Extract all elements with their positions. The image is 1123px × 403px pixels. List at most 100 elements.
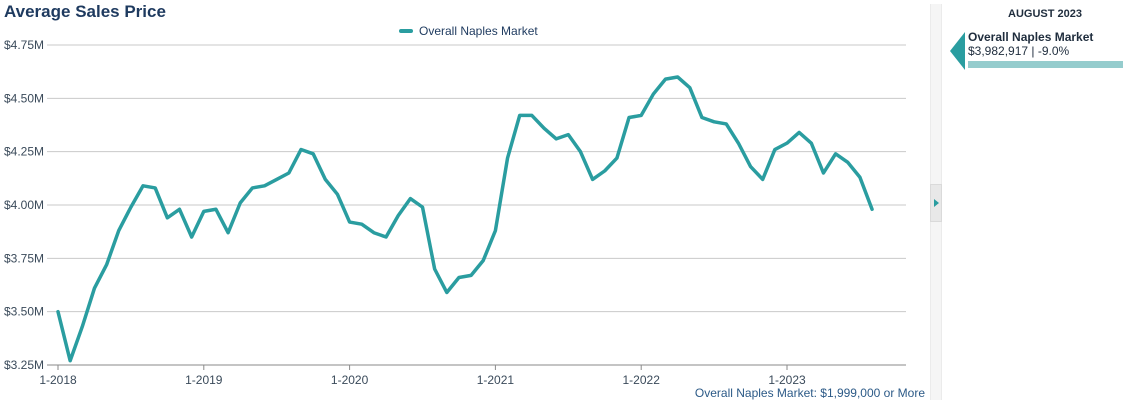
footnote: Overall Naples Market: $1,999,000 or Mor… xyxy=(694,386,925,400)
detail-panel: AUGUST 2023 Overall Naples Market $3,982… xyxy=(948,0,1123,403)
data-point[interactable] xyxy=(818,168,828,178)
x-tick-label: 1-2020 xyxy=(331,373,369,387)
y-tick-label: $3.25M xyxy=(4,358,44,372)
line-chart: $4.75M $4.50M $4.25M $4.00M $3.75M $3.50M $3.2… xyxy=(4,38,906,387)
y-tick-label: $4.50M xyxy=(4,91,44,105)
data-point[interactable] xyxy=(393,211,403,221)
data-point[interactable] xyxy=(284,168,294,178)
data-point[interactable] xyxy=(138,181,148,191)
legend[interactable]: Overall Naples Market xyxy=(399,24,538,38)
data-point[interactable] xyxy=(503,153,513,163)
data-point[interactable] xyxy=(648,89,658,99)
panel-toggle-handle[interactable] xyxy=(930,184,942,222)
grid-lines xyxy=(47,44,906,366)
detail-pointer-icon xyxy=(950,32,965,70)
data-point[interactable] xyxy=(794,127,804,137)
data-point[interactable] xyxy=(806,138,816,148)
data-point[interactable] xyxy=(430,264,440,274)
x-tick-label: 1-2019 xyxy=(185,373,223,387)
data-point[interactable] xyxy=(308,149,318,159)
data-point[interactable] xyxy=(478,255,488,265)
data-point[interactable] xyxy=(539,123,549,133)
y-axis-ticks: $4.75M $4.50M $4.25M $4.00M $3.75M $3.50M $3.2… xyxy=(4,38,44,372)
data-point[interactable] xyxy=(296,145,306,155)
data-point[interactable] xyxy=(490,226,500,236)
data-point[interactable] xyxy=(673,72,683,82)
data-point[interactable] xyxy=(272,174,282,184)
data-point[interactable] xyxy=(235,198,245,208)
data-point[interactable] xyxy=(831,149,841,159)
x-tick-label: 1-2018 xyxy=(39,373,77,387)
x-axis-ticks: 1-2018 1-2019 1-2020 1-2021 1-2022 1-2023 xyxy=(39,365,806,387)
data-point[interactable] xyxy=(175,204,185,214)
data-point[interactable] xyxy=(867,204,877,214)
data-point[interactable] xyxy=(733,138,743,148)
chart-title: Average Sales Price xyxy=(4,2,166,21)
data-point[interactable] xyxy=(600,166,610,176)
data-point[interactable] xyxy=(855,172,865,182)
data-point[interactable] xyxy=(843,157,853,167)
legend-label-overall-naples: Overall Naples Market xyxy=(419,24,538,38)
data-point[interactable] xyxy=(405,194,415,204)
x-tick-label: 1-2023 xyxy=(768,373,806,387)
data-point[interactable] xyxy=(150,183,160,193)
data-point[interactable] xyxy=(612,153,622,163)
data-point[interactable] xyxy=(697,113,707,123)
data-point[interactable] xyxy=(187,232,197,242)
data-point[interactable] xyxy=(709,117,719,127)
data-point[interactable] xyxy=(89,283,99,293)
data-point[interactable] xyxy=(65,356,75,366)
data-point[interactable] xyxy=(77,322,87,332)
data-point[interactable] xyxy=(332,189,342,199)
data-point[interactable] xyxy=(199,206,209,216)
y-tick-label: $4.25M xyxy=(4,145,44,159)
data-point[interactable] xyxy=(661,74,671,84)
data-point[interactable] xyxy=(758,174,768,184)
data-point[interactable] xyxy=(223,228,233,238)
data-point[interactable] xyxy=(782,138,792,148)
detail-series-name: Overall Naples Market xyxy=(968,30,1094,44)
detail-value: $3,982,917 | -9.0% xyxy=(968,44,1070,58)
data-point[interactable] xyxy=(527,110,537,120)
data-point[interactable] xyxy=(369,228,379,238)
data-point[interactable] xyxy=(418,202,428,212)
series-line-overall-naples-market[interactable] xyxy=(56,75,874,363)
data-point[interactable] xyxy=(588,174,598,184)
y-tick-label: $3.50M xyxy=(4,305,44,319)
data-point[interactable] xyxy=(247,183,257,193)
data-point[interactable] xyxy=(636,110,646,120)
data-point[interactable] xyxy=(721,119,731,129)
data-point[interactable] xyxy=(746,162,756,172)
data-point[interactable] xyxy=(575,147,585,157)
data-point[interactable] xyxy=(685,83,695,93)
x-tick-label: 1-2022 xyxy=(623,373,661,387)
data-point[interactable] xyxy=(211,204,221,214)
y-tick-label: $3.75M xyxy=(4,251,44,265)
data-point[interactable] xyxy=(551,134,561,144)
detail-bar xyxy=(968,61,1123,68)
data-point[interactable] xyxy=(624,113,634,123)
data-point[interactable] xyxy=(260,181,270,191)
data-point[interactable] xyxy=(442,287,452,297)
chevron-right-icon xyxy=(933,199,939,207)
data-point[interactable] xyxy=(114,226,124,236)
data-point[interactable] xyxy=(102,260,112,270)
data-point[interactable] xyxy=(466,270,476,280)
data-point[interactable] xyxy=(126,202,136,212)
data-point[interactable] xyxy=(381,232,391,242)
series-layer xyxy=(53,72,877,366)
data-point[interactable] xyxy=(320,174,330,184)
data-point[interactable] xyxy=(454,273,464,283)
y-tick-label: $4.00M xyxy=(4,198,44,212)
data-point[interactable] xyxy=(357,219,367,229)
data-point[interactable] xyxy=(770,145,780,155)
data-point[interactable] xyxy=(515,110,525,120)
data-point[interactable] xyxy=(162,213,172,223)
y-tick-label: $4.75M xyxy=(4,38,44,52)
data-point[interactable] xyxy=(563,130,573,140)
legend-swatch-overall-naples xyxy=(399,29,413,33)
data-point[interactable] xyxy=(345,217,355,227)
data-point[interactable] xyxy=(53,307,63,317)
detail-month: AUGUST 2023 xyxy=(1008,8,1082,20)
